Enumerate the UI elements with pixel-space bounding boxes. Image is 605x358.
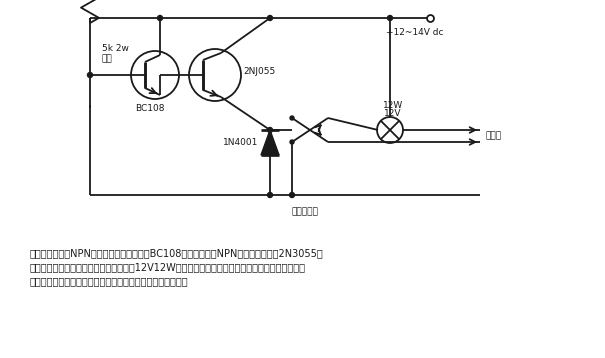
Text: BC108: BC108: [136, 104, 165, 113]
Circle shape: [267, 193, 272, 198]
Circle shape: [290, 140, 294, 144]
Circle shape: [290, 116, 294, 120]
Circle shape: [267, 127, 272, 132]
Circle shape: [157, 15, 163, 20]
Text: 正反向开关: 正反向开关: [292, 207, 318, 216]
Text: +12~14V dc: +12~14V dc: [386, 28, 443, 37]
Text: 车线路: 车线路: [485, 131, 501, 140]
Circle shape: [267, 15, 272, 20]
Text: 1N4001: 1N4001: [223, 138, 258, 147]
Circle shape: [88, 73, 93, 77]
Text: 实际上任何小型NPN晶体管都可代替图中的BC108，任何适当的NPN功率管也可代替2N3055。: 实际上任何小型NPN晶体管都可代替图中的BC108，任何适当的NPN功率管也可代…: [30, 248, 324, 258]
Text: 12V: 12V: [384, 109, 402, 118]
Text: 亮，可有效地限制输出电流，同时发出短路报警的灯光信号。: 亮，可有效地限制输出电流，同时发出短路报警的灯光信号。: [30, 276, 189, 286]
Circle shape: [387, 15, 393, 20]
Polygon shape: [261, 130, 279, 155]
Text: 12W: 12W: [383, 101, 403, 110]
Text: 输出晶体管必须装散热片。输出串接一个12V12W的灯泡作为短路保护之用。当发生短路时，灯泡点: 输出晶体管必须装散热片。输出串接一个12V12W的灯泡作为短路保护之用。当发生短…: [30, 262, 306, 272]
Text: 2NJ055: 2NJ055: [243, 67, 275, 76]
Text: 5k 2w
绕线: 5k 2w 绕线: [102, 44, 129, 63]
Circle shape: [290, 193, 295, 198]
